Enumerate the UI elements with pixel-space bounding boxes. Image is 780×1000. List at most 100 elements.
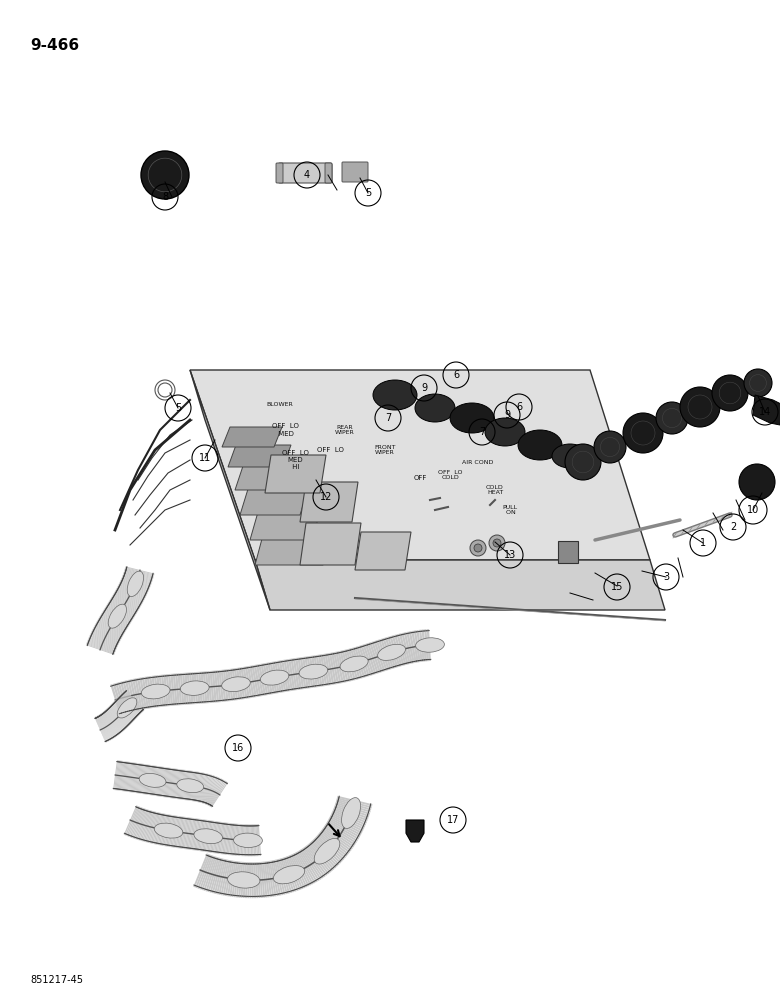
Polygon shape xyxy=(148,765,154,795)
Polygon shape xyxy=(240,667,247,699)
Polygon shape xyxy=(355,532,411,570)
Polygon shape xyxy=(154,766,159,796)
Polygon shape xyxy=(246,824,248,856)
Polygon shape xyxy=(105,710,123,732)
Polygon shape xyxy=(99,715,114,738)
Polygon shape xyxy=(378,639,390,670)
Polygon shape xyxy=(87,642,115,653)
Ellipse shape xyxy=(340,656,368,672)
Polygon shape xyxy=(121,694,141,714)
Polygon shape xyxy=(202,820,208,852)
Polygon shape xyxy=(98,618,125,634)
Text: FRONT
WIPER: FRONT WIPER xyxy=(374,445,395,455)
Polygon shape xyxy=(102,712,120,734)
Polygon shape xyxy=(122,574,151,586)
Ellipse shape xyxy=(117,698,136,718)
Polygon shape xyxy=(116,698,137,718)
Polygon shape xyxy=(177,673,182,705)
Circle shape xyxy=(493,539,501,547)
Polygon shape xyxy=(344,650,353,681)
Polygon shape xyxy=(97,620,123,636)
Polygon shape xyxy=(118,697,138,717)
Polygon shape xyxy=(215,822,221,854)
Polygon shape xyxy=(121,578,149,591)
Polygon shape xyxy=(232,824,236,856)
Polygon shape xyxy=(94,626,121,640)
Polygon shape xyxy=(333,808,367,823)
Polygon shape xyxy=(316,835,345,860)
Polygon shape xyxy=(98,715,114,739)
Polygon shape xyxy=(256,664,264,696)
Polygon shape xyxy=(308,843,333,872)
Polygon shape xyxy=(200,855,213,890)
Polygon shape xyxy=(145,765,151,795)
Polygon shape xyxy=(207,857,219,892)
Polygon shape xyxy=(122,577,150,590)
Polygon shape xyxy=(112,595,139,611)
Polygon shape xyxy=(184,770,189,800)
Polygon shape xyxy=(163,674,168,706)
Polygon shape xyxy=(189,818,194,850)
Polygon shape xyxy=(113,760,118,790)
Polygon shape xyxy=(264,861,270,897)
Polygon shape xyxy=(87,641,115,653)
Polygon shape xyxy=(133,763,137,793)
Polygon shape xyxy=(274,860,283,895)
Polygon shape xyxy=(99,617,125,633)
Polygon shape xyxy=(255,535,331,565)
Polygon shape xyxy=(165,815,171,846)
Polygon shape xyxy=(190,370,650,560)
Polygon shape xyxy=(339,651,349,682)
Polygon shape xyxy=(140,677,147,709)
Polygon shape xyxy=(111,704,132,724)
Polygon shape xyxy=(255,824,258,856)
Polygon shape xyxy=(213,821,218,853)
Polygon shape xyxy=(321,828,352,851)
Polygon shape xyxy=(108,601,134,618)
Polygon shape xyxy=(243,862,246,898)
Polygon shape xyxy=(170,768,175,798)
Polygon shape xyxy=(95,623,122,638)
Polygon shape xyxy=(179,770,183,799)
Polygon shape xyxy=(222,860,231,896)
Ellipse shape xyxy=(450,403,494,433)
Text: 851217-45: 851217-45 xyxy=(30,975,83,985)
Polygon shape xyxy=(98,619,124,635)
Polygon shape xyxy=(119,761,125,791)
Polygon shape xyxy=(105,710,123,732)
Polygon shape xyxy=(247,666,254,698)
Polygon shape xyxy=(282,858,294,892)
Polygon shape xyxy=(156,813,164,845)
Polygon shape xyxy=(129,679,139,711)
Polygon shape xyxy=(95,717,108,742)
Polygon shape xyxy=(95,717,107,742)
Polygon shape xyxy=(90,633,118,646)
Text: 13: 13 xyxy=(504,550,516,560)
Text: 2: 2 xyxy=(730,522,736,532)
Polygon shape xyxy=(265,663,273,695)
Polygon shape xyxy=(411,631,419,663)
Polygon shape xyxy=(186,818,192,849)
Polygon shape xyxy=(197,773,204,802)
Polygon shape xyxy=(216,670,222,702)
Ellipse shape xyxy=(373,380,417,410)
Polygon shape xyxy=(249,666,257,697)
Polygon shape xyxy=(108,707,128,727)
Circle shape xyxy=(470,540,486,556)
Polygon shape xyxy=(245,862,249,898)
Polygon shape xyxy=(196,819,201,851)
Polygon shape xyxy=(312,840,338,867)
Polygon shape xyxy=(143,764,148,794)
Polygon shape xyxy=(112,683,124,715)
Polygon shape xyxy=(348,648,358,680)
Polygon shape xyxy=(292,853,310,887)
Polygon shape xyxy=(102,712,119,735)
Polygon shape xyxy=(106,709,126,730)
Text: 7: 7 xyxy=(479,427,485,437)
Polygon shape xyxy=(200,819,205,851)
Polygon shape xyxy=(170,674,176,706)
Polygon shape xyxy=(338,651,346,683)
Polygon shape xyxy=(324,826,354,848)
Polygon shape xyxy=(172,674,178,706)
Polygon shape xyxy=(236,862,242,898)
